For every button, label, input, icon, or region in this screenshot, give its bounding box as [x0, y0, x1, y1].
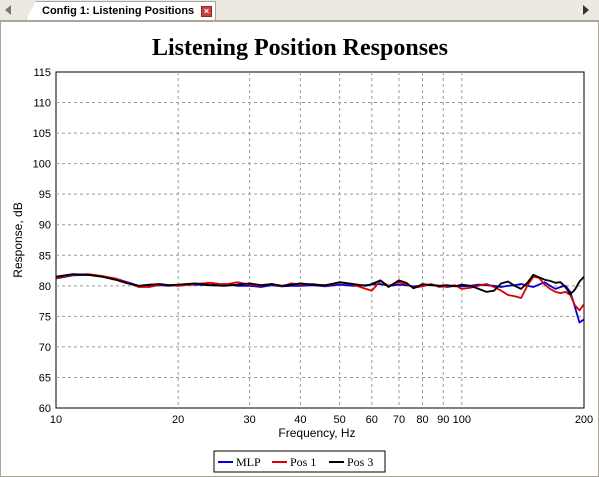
- legend-box: [213, 450, 386, 473]
- series-line-pos-3: [55, 273, 585, 296]
- x-tick-label: 40: [294, 414, 306, 426]
- tab-config-1[interactable]: Config 1: Listening Positions ×: [26, 1, 216, 20]
- y-tick-label: 85: [39, 250, 51, 262]
- y-tick-label: 90: [39, 220, 51, 232]
- y-axis-label: Response, dB: [11, 202, 25, 277]
- legend-label-pos-1: Pos 1: [290, 455, 316, 469]
- x-tick-label: 10: [50, 414, 62, 426]
- y-tick-label: 115: [33, 67, 51, 79]
- legend: MLP Pos 1 Pos 3: [213, 450, 386, 473]
- chevron-right-icon[interactable]: [583, 5, 589, 15]
- y-tick-label: 100: [33, 159, 51, 171]
- y-tick-label: 65: [39, 372, 51, 384]
- y-tick-label: 75: [39, 311, 51, 323]
- y-tick-label: 95: [39, 189, 51, 201]
- x-axis-label: Frequency, Hz: [278, 426, 355, 440]
- x-tick-label: 100: [453, 414, 471, 426]
- chart-title: Listening Position Responses: [152, 35, 448, 61]
- series-lines: [55, 273, 585, 324]
- chevron-left-icon[interactable]: [5, 5, 11, 15]
- tab-label: Config 1: Listening Positions: [42, 5, 195, 17]
- x-tick-label: 90: [437, 414, 449, 426]
- close-icon[interactable]: ×: [201, 6, 212, 17]
- axis-ticks: 10 20 30 40 50 60 70 80 90 100 200 60 65 70 75 80 85 90 95…: [33, 67, 594, 426]
- y-tick-label: 105: [33, 128, 51, 140]
- document-tab-bar: Config 1: Listening Positions ×: [0, 0, 599, 21]
- y-tick-label: 80: [39, 281, 51, 293]
- legend-label-mlp: MLP: [236, 455, 261, 469]
- x-tick-label: 200: [575, 414, 593, 426]
- y-tick-label: 70: [39, 342, 51, 354]
- x-tick-label: 80: [416, 414, 428, 426]
- y-tick-label: 60: [39, 403, 51, 415]
- plot-area: [55, 71, 585, 409]
- x-tick-label: 30: [244, 414, 256, 426]
- x-tick-label: 50: [334, 414, 346, 426]
- legend-label-pos-3: Pos 3: [347, 455, 373, 469]
- x-tick-label: 60: [366, 414, 378, 426]
- y-tick-label: 110: [33, 98, 51, 110]
- x-tick-label: 70: [393, 414, 405, 426]
- x-tick-label: 20: [172, 414, 184, 426]
